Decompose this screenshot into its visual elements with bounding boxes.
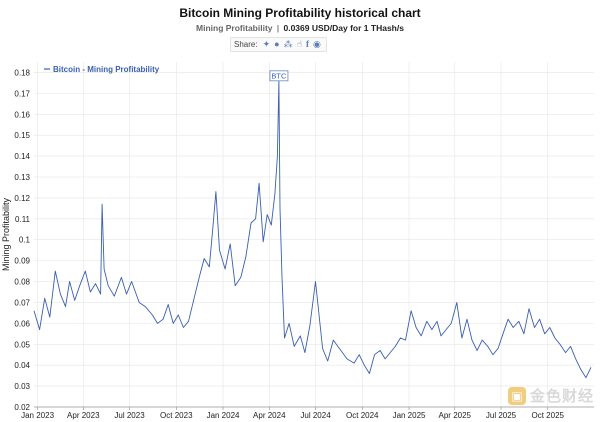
- x-tick-label: Jul 2024: [300, 411, 331, 420]
- twitter-icon[interactable]: ✦: [262, 39, 271, 49]
- y-tick-label: 0.15: [14, 131, 30, 140]
- watermark-text: 金色财经: [529, 388, 594, 405]
- y-axis-label: Mining Profitability: [1, 197, 11, 271]
- annotation-flag: BTC: [269, 70, 289, 82]
- watermark-logo-icon: ▣: [507, 386, 526, 405]
- annotation-label: BTC: [271, 71, 287, 80]
- y-axis: 0.02 0.03 0.04 0.05 0.06 0.07 0.08 0.09 0.1 0.11 0…: [14, 68, 30, 412]
- y-tick-label: 0.13: [14, 173, 30, 182]
- annotation-box: [269, 70, 289, 82]
- y-tick-label: 0.1: [19, 236, 31, 245]
- y-tick-label: 0.04: [14, 361, 30, 370]
- y-tick-label: 0.14: [14, 152, 30, 161]
- chart-title: Bitcoin Mining Profitability historical …: [179, 6, 421, 20]
- y-tick-label: 0.07: [14, 298, 30, 307]
- legend-entry: Bitcoin - Mining Profitability: [53, 65, 160, 74]
- x-tick-label: Jul 2023: [114, 411, 145, 420]
- x-tick-label: Apr 2025: [439, 411, 472, 420]
- y-tick-label: 0.16: [14, 110, 30, 119]
- x-tick-label: Apr 2023: [67, 411, 100, 420]
- y-tick-label: 0.06: [14, 319, 30, 328]
- weibo-icon[interactable]: ◉: [313, 39, 321, 49]
- legend: Bitcoin - Mining Profitability: [44, 65, 160, 74]
- y-tick-label: 0.02: [14, 403, 30, 412]
- grid-layer: [34, 62, 594, 408]
- y-tick-label: 0.05: [14, 340, 30, 349]
- y-tick-label: 0.03: [14, 382, 30, 391]
- x-tick-label: Jul 2025: [486, 411, 517, 420]
- subtitle-key: Mining Profitability: [196, 23, 273, 33]
- y-tick-label: 0.12: [14, 194, 30, 203]
- y-tick-label: 0.09: [14, 257, 30, 266]
- series-line: [33, 80, 592, 379]
- x-tick-label: Oct 2023: [160, 411, 193, 420]
- share-label: Share:: [234, 40, 258, 49]
- x-tick-label: Jan 2023: [21, 411, 54, 420]
- subtitle-value: 0.0369 USD/Day for 1 THash/s: [283, 23, 404, 33]
- share-bar: Share: ✦ ● ⁂ ☝ f ◉: [230, 37, 327, 52]
- x-tick-label: Apr 2024: [253, 411, 286, 420]
- x-tick-label: Oct 2025: [532, 411, 565, 420]
- y-tick-label: 0.17: [14, 89, 30, 98]
- y-tick-label: 0.08: [14, 278, 30, 287]
- x-tick-label: Jan 2024: [207, 411, 240, 420]
- subtitle-separator: |: [276, 23, 280, 33]
- chart-subtitle: Mining Profitability | 0.0369 USD/Day fo…: [0, 23, 600, 33]
- reddit-icon[interactable]: ●: [274, 39, 280, 49]
- x-tick-label: Oct 2024: [346, 411, 379, 420]
- watermark: ▣ 金色财经: [507, 385, 594, 406]
- y-tick-label: 0.18: [14, 68, 30, 77]
- like-icon[interactable]: ☝: [296, 39, 303, 49]
- annotations: BTC: [269, 70, 289, 82]
- facebook-icon[interactable]: f: [306, 39, 310, 49]
- vk-icon[interactable]: ⁂: [283, 39, 293, 49]
- x-tick-label: Jan 2025: [393, 411, 426, 420]
- x-axis: Jan 2023 Apr 2023 Jul 2023 Oct 2023 Jan 2024…: [21, 406, 594, 420]
- y-tick-label: 0.11: [15, 215, 31, 224]
